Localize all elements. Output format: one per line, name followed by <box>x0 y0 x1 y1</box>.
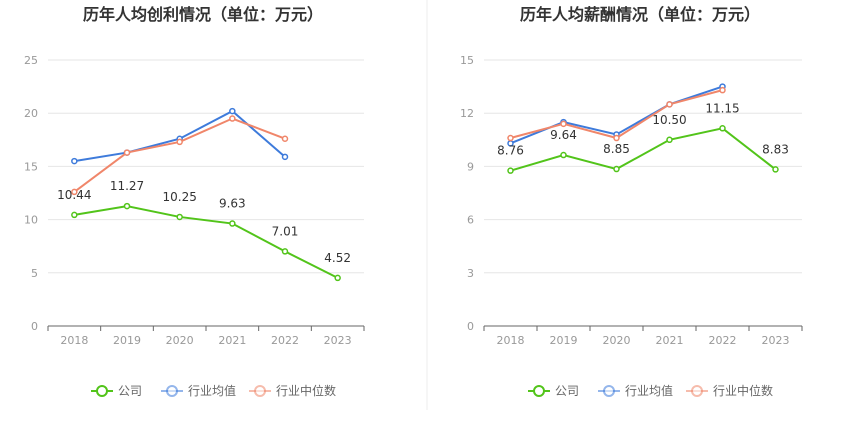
data-point-industry-median[interactable] <box>613 134 620 142</box>
y-tick-label: 9 <box>467 160 474 173</box>
data-label: 4.52 <box>324 251 351 265</box>
data-point-company[interactable] <box>123 202 131 210</box>
x-tick-label: 2019 <box>550 334 578 347</box>
legend-item-industry-median[interactable]: 行业中位数 <box>686 383 773 398</box>
data-point-industry-median[interactable] <box>560 120 567 128</box>
x-tick-label: 2021 <box>656 334 684 347</box>
legend-item-company[interactable]: 公司 <box>91 384 142 398</box>
chart-title: 历年人均创利情况（单位：万元） <box>83 5 323 24</box>
x-tick-label: 2022 <box>271 334 299 347</box>
x-tick-label: 2020 <box>166 334 194 347</box>
data-point-industry-median[interactable] <box>176 138 183 146</box>
legend-marker-icon <box>96 385 108 397</box>
y-tick-label: 6 <box>467 214 474 227</box>
y-tick-label: 20 <box>24 107 38 120</box>
data-point-company[interactable] <box>772 166 779 173</box>
data-point-company[interactable] <box>507 167 514 174</box>
x-tick-label: 2022 <box>709 334 737 347</box>
data-label: 11.15 <box>705 101 739 115</box>
data-point-company[interactable] <box>176 213 183 221</box>
legend-marker-icon <box>603 385 615 397</box>
data-point-industry-median[interactable] <box>507 134 514 142</box>
data-label: 8.83 <box>762 142 789 156</box>
data-label: 9.63 <box>219 197 246 211</box>
legend-label: 行业中位数 <box>713 383 773 398</box>
data-point-company[interactable] <box>71 211 78 219</box>
x-tick-label: 2020 <box>603 334 631 347</box>
data-point-industry-avg[interactable] <box>229 107 236 115</box>
x-tick-label: 2019 <box>113 334 141 347</box>
y-tick-label: 0 <box>31 320 38 333</box>
y-tick-label: 25 <box>24 54 38 67</box>
chart-title: 历年人均薪酬情况（单位：万元） <box>520 5 760 24</box>
legend-item-company[interactable]: 公司 <box>528 384 579 398</box>
data-point-company[interactable] <box>281 248 289 255</box>
data-point-industry-median[interactable] <box>71 188 78 196</box>
y-tick-label: 5 <box>31 267 38 280</box>
chart-panel-2: 历年人均薪酬情况（单位：万元） 0 3 6 9 12 15 2018 2019 2020 2021 2… <box>460 5 803 398</box>
y-tick-label: 3 <box>467 267 474 280</box>
data-label: 8.76 <box>497 144 524 158</box>
x-tick-label: 2021 <box>218 334 246 347</box>
data-point-industry-median[interactable] <box>281 135 289 142</box>
x-tick-label: 2018 <box>497 334 525 347</box>
data-label: 8.85 <box>603 142 630 156</box>
legend-label: 公司 <box>118 384 142 398</box>
legend-marker-icon <box>254 385 266 397</box>
legend-item-industry-median[interactable]: 行业中位数 <box>249 383 336 398</box>
x-tick-label: 2018 <box>60 334 88 347</box>
data-point-industry-avg[interactable] <box>71 157 78 165</box>
data-point-company[interactable] <box>719 125 726 132</box>
data-point-industry-median[interactable] <box>123 149 131 156</box>
legend-item-industry-avg[interactable]: 行业均值 <box>161 383 236 398</box>
series-line-company <box>74 205 339 279</box>
data-point-industry-median[interactable] <box>229 115 236 122</box>
data-label: 11.27 <box>110 179 144 193</box>
data-label: 9.64 <box>550 128 577 142</box>
y-tick-label: 12 <box>460 107 474 120</box>
legend-label: 行业均值 <box>625 383 673 398</box>
data-point-company[interactable] <box>229 220 236 227</box>
y-tick-label: 15 <box>24 160 38 173</box>
y-tick-label: 15 <box>460 54 474 67</box>
series-line-company <box>510 127 777 172</box>
data-point-company[interactable] <box>666 136 673 144</box>
data-point-company[interactable] <box>613 165 620 173</box>
data-label: 10.50 <box>652 113 686 127</box>
legend-label: 行业均值 <box>188 383 236 398</box>
legend-label: 行业中位数 <box>276 383 336 398</box>
data-point-industry-median[interactable] <box>666 101 673 108</box>
data-point-company[interactable] <box>334 274 341 282</box>
y-tick-label: 0 <box>467 320 474 333</box>
x-tick-label: 2023 <box>762 334 790 347</box>
legend-label: 公司 <box>555 384 579 398</box>
x-tick-label: 2023 <box>324 334 352 347</box>
data-label: 10.44 <box>57 188 91 202</box>
legend-item-industry-avg[interactable]: 行业均值 <box>598 383 673 398</box>
data-label: 10.25 <box>162 190 196 204</box>
legend-marker-icon <box>691 385 703 397</box>
y-tick-label: 10 <box>24 214 38 227</box>
legend-marker-icon <box>166 385 178 397</box>
data-point-industry-avg[interactable] <box>281 153 289 161</box>
legend-marker-icon <box>533 385 545 397</box>
data-point-company[interactable] <box>560 151 567 159</box>
data-point-industry-median[interactable] <box>719 86 726 94</box>
data-label: 7.01 <box>272 224 299 238</box>
chart-panel-1: 历年人均创利情况（单位：万元） 0 5 10 15 20 25 2018 2019 2020 202… <box>24 5 365 398</box>
